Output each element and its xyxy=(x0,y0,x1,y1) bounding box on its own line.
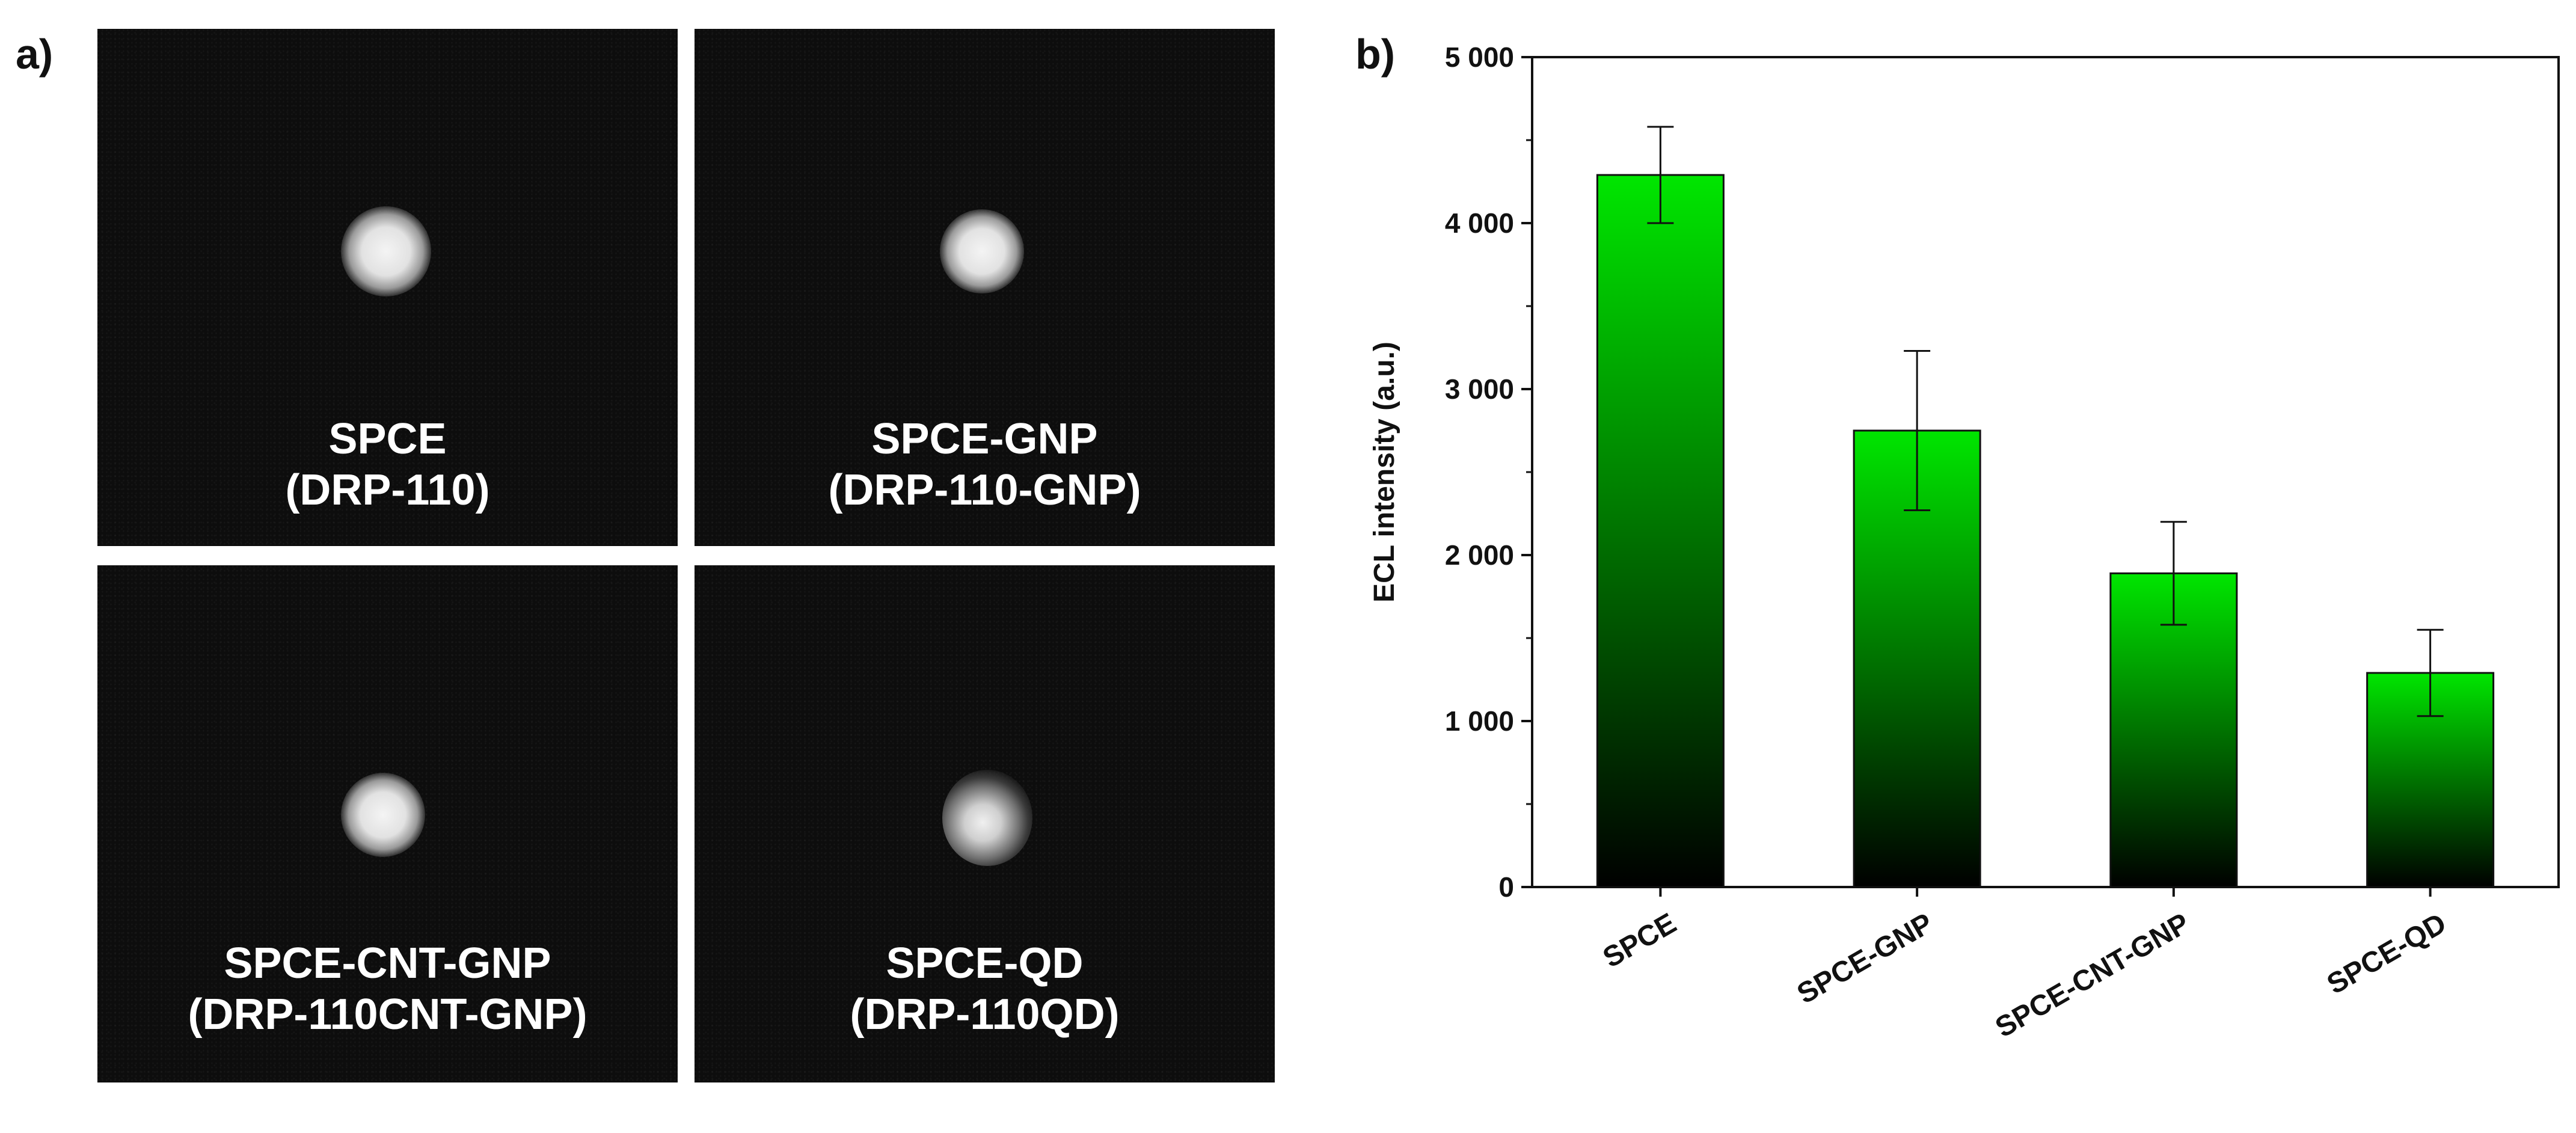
ecl-image-spce-gnp: SPCE-GNP (DRP-110-GNP) xyxy=(695,29,1275,546)
panel-b-label: b) xyxy=(1355,31,1396,78)
caption-line2: (DRP-110QD) xyxy=(850,990,1120,1039)
caption-line1: SPCE-GNP xyxy=(871,415,1098,463)
ecl-spot xyxy=(940,209,1024,293)
y-tick-label: 3 000 xyxy=(1445,373,1514,405)
x-category-label: SPCE-QD xyxy=(2322,907,2452,1001)
x-category-label: SPCE xyxy=(1598,907,1682,974)
y-tick-label: 0 xyxy=(1498,871,1514,903)
image-caption: SPCE (DRP-110) xyxy=(97,414,678,516)
image-caption: SPCE-QD (DRP-110QD) xyxy=(695,938,1275,1040)
panel-a-label: a) xyxy=(16,31,54,78)
ecl-spot xyxy=(341,206,431,296)
caption-line1: SPCE-QD xyxy=(886,939,1084,987)
y-tick-label: 2 000 xyxy=(1445,539,1514,571)
x-category-label: SPCE-CNT-GNP xyxy=(1990,907,2195,1044)
ecl-image-spce-cnt-gnp: SPCE-CNT-GNP (DRP-110CNT-GNP) xyxy=(97,565,678,1082)
y-axis-title: ECL intensity (a.u.) xyxy=(1369,342,1400,603)
caption-line1: SPCE xyxy=(328,415,447,463)
image-caption: SPCE-CNT-GNP (DRP-110CNT-GNP) xyxy=(97,938,678,1040)
image-caption: SPCE-GNP (DRP-110-GNP) xyxy=(695,414,1275,516)
ecl-spot xyxy=(341,773,425,857)
caption-line1: SPCE-CNT-GNP xyxy=(224,939,551,987)
y-tick-label: 4 000 xyxy=(1445,207,1514,239)
y-tick-label: 1 000 xyxy=(1445,705,1514,737)
ecl-spot xyxy=(942,770,1032,866)
ecl-image-spce-qd: SPCE-QD (DRP-110QD) xyxy=(695,565,1275,1082)
caption-line2: (DRP-110CNT-GNP) xyxy=(188,990,587,1039)
bar-spce xyxy=(1596,174,1725,888)
ecl-image-spce: SPCE (DRP-110) xyxy=(97,29,678,546)
x-category-label: SPCE-GNP xyxy=(1792,907,1939,1010)
y-tick-label: 5 000 xyxy=(1445,41,1514,73)
caption-line2: (DRP-110) xyxy=(285,465,490,514)
caption-line2: (DRP-110-GNP) xyxy=(828,465,1141,514)
